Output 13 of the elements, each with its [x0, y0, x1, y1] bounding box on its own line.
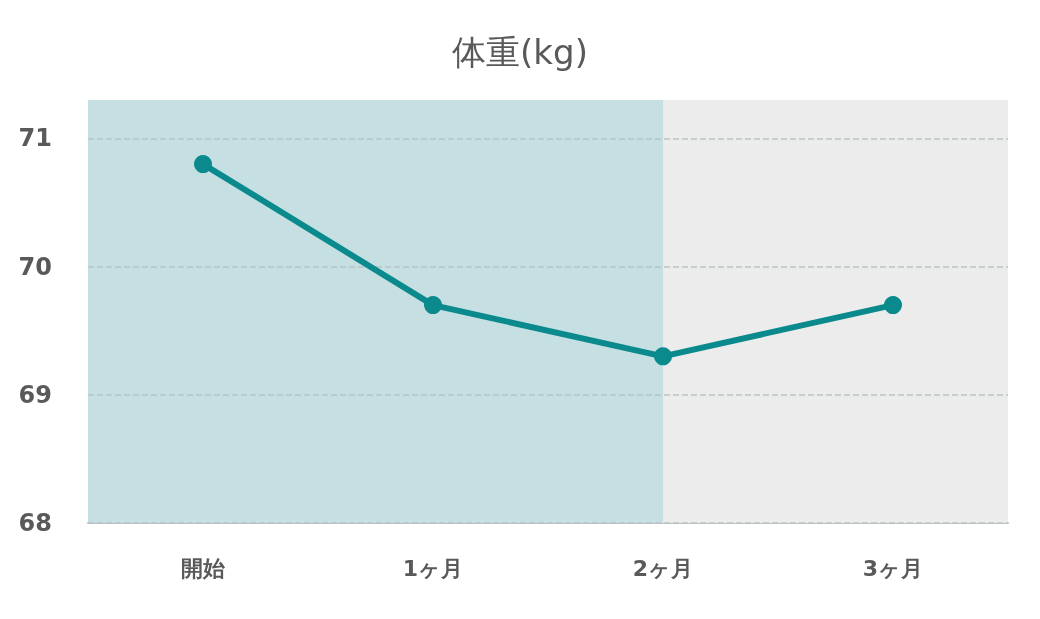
- x-tick-label: 2ヶ月: [632, 555, 694, 581]
- chart-title: 体重(kg): [452, 32, 588, 72]
- point: [884, 296, 902, 315]
- point: [424, 296, 442, 315]
- point: [194, 155, 212, 174]
- x-tick-label: 1ヶ月: [402, 555, 464, 581]
- y-tick-label: 70: [18, 252, 52, 281]
- point: [654, 347, 672, 366]
- x-tick-label: 3ヶ月: [862, 555, 924, 581]
- y-tick-label: 68: [18, 509, 52, 537]
- x-tick-label: 開始: [181, 555, 225, 581]
- y-tick-label: 69: [18, 380, 52, 409]
- y-tick-label: 71: [18, 124, 52, 153]
